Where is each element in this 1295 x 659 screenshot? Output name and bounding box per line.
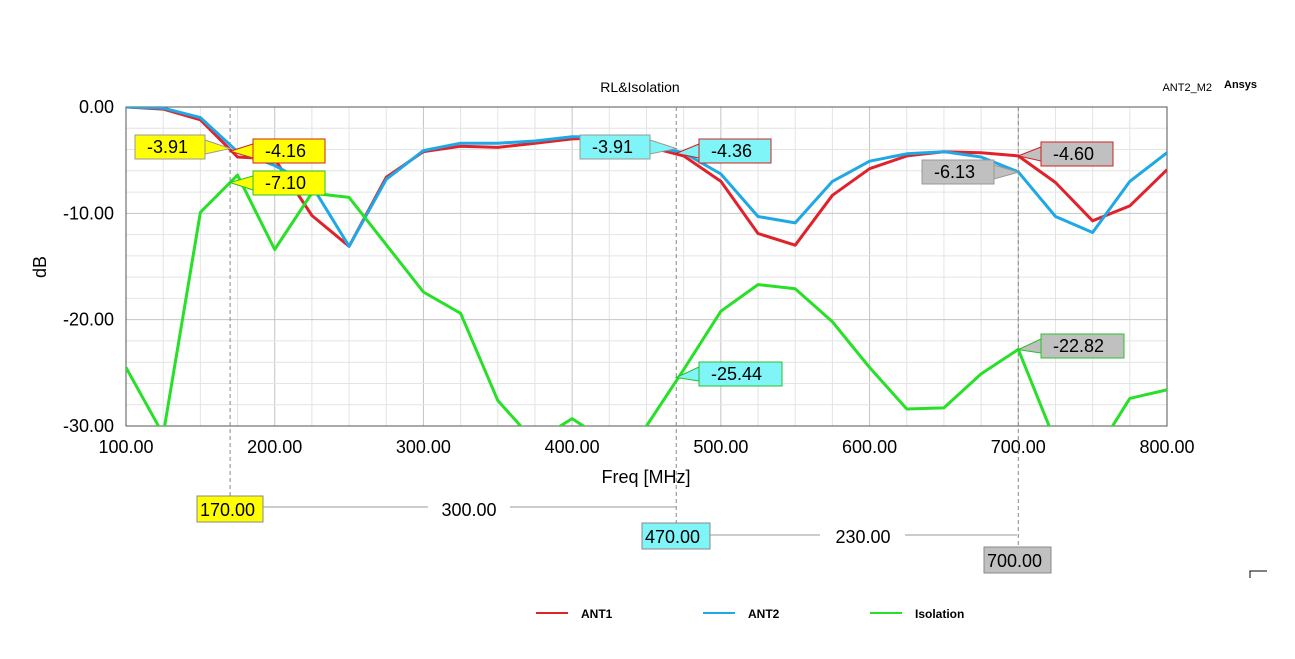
x-tick-label: 600.00 xyxy=(842,437,897,457)
marker-value-box xyxy=(698,138,772,164)
marker-value-box xyxy=(252,138,326,164)
marker-value-label: -3.91 xyxy=(592,137,633,157)
x-tick-label: 300.00 xyxy=(396,437,451,457)
y-axis: 0.00 -10.00 -20.00 -30.00 xyxy=(63,97,114,436)
x-axis-label: Freq [MHz] xyxy=(601,467,690,487)
x-tick-label: 400.00 xyxy=(545,437,600,457)
marker-labels: -3.91 -4.16 -7.10 -3.91 -4.36 -25.44 -4.60 -6.1… xyxy=(134,134,1125,387)
x-marker-box xyxy=(641,522,711,550)
x-tick-label: 100.00 xyxy=(98,437,153,457)
delta-label: 230.00 xyxy=(835,527,890,547)
brand-label: Ansys xyxy=(1224,79,1257,91)
x-marker-box xyxy=(196,495,264,523)
marker-value-label: -25.44 xyxy=(711,364,762,384)
legend-label: ANT2 xyxy=(748,607,780,621)
legend: ANT1 ANT2 Isolation xyxy=(536,607,964,621)
marker-value-box xyxy=(252,170,326,196)
marker-value-label: -7.10 xyxy=(265,173,306,193)
x-marker-label: 170.00 xyxy=(200,500,255,520)
plot-name: ANT2_M2 xyxy=(1162,82,1212,94)
marker-value-box xyxy=(1040,141,1114,167)
delta-label: 300.00 xyxy=(441,500,496,520)
x-tick-label: 800.00 xyxy=(1139,437,1194,457)
y-tick-label: -10.00 xyxy=(63,203,114,223)
chart-title: RL&Isolation xyxy=(600,79,679,95)
marker-value-label: -3.91 xyxy=(147,137,188,157)
legend-label: ANT1 xyxy=(581,607,613,621)
x-marker-label: 700.00 xyxy=(987,551,1042,571)
y-tick-label: -20.00 xyxy=(63,310,114,330)
marker-value-box xyxy=(134,134,206,160)
marker-value-box xyxy=(921,159,995,185)
series-line-isolation xyxy=(126,173,1167,426)
marker-value-label: -4.16 xyxy=(265,141,306,161)
y-axis-label: dB xyxy=(30,256,50,278)
x-marker-box xyxy=(983,546,1052,574)
marker-value-label: -4.36 xyxy=(711,141,752,161)
marker-value-box xyxy=(698,361,783,387)
corner-bracket-icon xyxy=(1249,570,1267,578)
marker-value-label: -22.82 xyxy=(1053,336,1104,356)
marker-value-label: -6.13 xyxy=(934,162,975,182)
marker-value-box xyxy=(579,134,651,160)
marker-value-label: -4.60 xyxy=(1053,144,1094,164)
y-tick-label: -30.00 xyxy=(63,416,114,436)
x-marker-label: 470.00 xyxy=(645,527,700,547)
x-tick-label: 200.00 xyxy=(247,437,302,457)
x-tick-label: 500.00 xyxy=(693,437,748,457)
y-tick-label: 0.00 xyxy=(79,97,114,117)
legend-label: Isolation xyxy=(915,607,964,621)
x-marker-readout: 170.00 470.00 700.00 300.00 230.00 xyxy=(196,495,1052,574)
marker-lines xyxy=(229,107,1019,560)
marker-value-box xyxy=(1040,333,1125,359)
